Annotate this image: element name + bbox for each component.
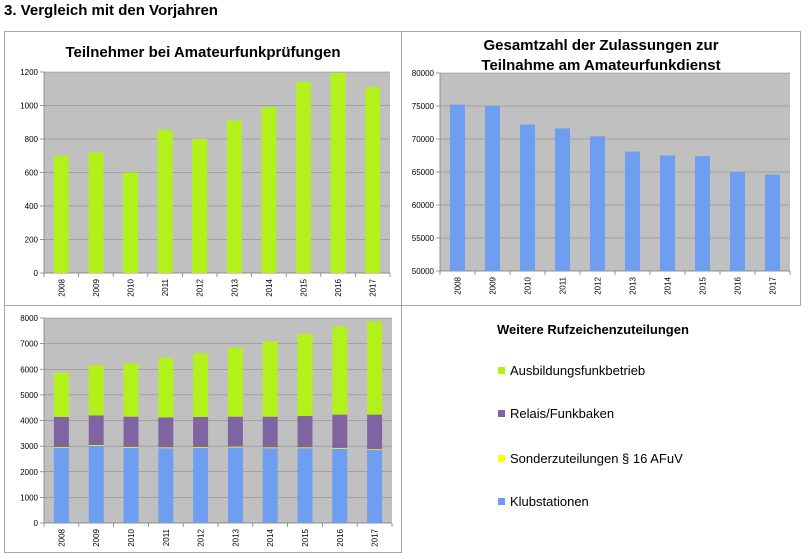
- legend-item-klub: Klubstationen: [498, 494, 589, 509]
- legend-label-sonder: Sonderzuteilungen § 16 AFuV: [510, 451, 683, 466]
- chart-panel-callsigns: [4, 305, 402, 553]
- legend-label-ausbildung: Ausbildungsfunkbetrieb: [510, 363, 646, 378]
- chart-panel-licences: Gesamtzahl der Zulassungen zur Teilnahme…: [401, 31, 801, 306]
- chart-title-licences-line-2: Teilnahme am Amateurfunkdienst: [481, 57, 721, 74]
- legend-label-relais: Relais/Funkbaken: [510, 406, 615, 421]
- chart-panel-participants: Teilnehmer bei Amateurfunkprüfungen: [4, 31, 402, 306]
- legend-item-relais: Relais/Funkbaken: [498, 406, 614, 421]
- legend-swatch-klub: [498, 498, 505, 505]
- legend-swatch-sonder: [498, 455, 505, 462]
- chart-title-participants: Teilnehmer bei Amateurfunkprüfungen: [65, 44, 341, 61]
- page-heading: 3. Vergleich mit den Vorjahren: [4, 2, 218, 19]
- legend-swatch-ausbildung: [498, 367, 505, 374]
- legend-title: Weitere Rufzeichenzuteilungen: [497, 322, 689, 337]
- legend-swatch-relais: [498, 410, 505, 417]
- legend-label-klub: Klubstationen: [510, 494, 589, 509]
- chart-title-licences-line-1: Gesamtzahl der Zulassungen zur: [483, 37, 719, 54]
- legend-item-ausbildung: Ausbildungsfunkbetrieb: [498, 363, 645, 378]
- legend-item-sonder: Sonderzuteilungen § 16 AFuV: [498, 451, 683, 466]
